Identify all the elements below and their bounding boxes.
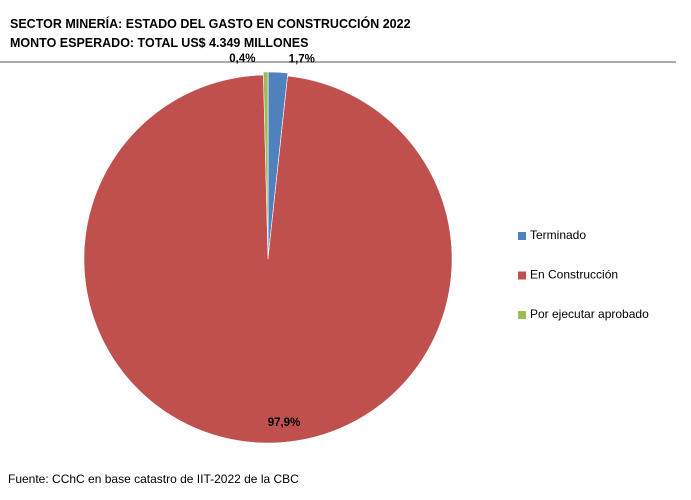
chart-title: SECTOR MINERÍA: ESTADO DEL GASTO EN CONS… [10,16,411,31]
legend-swatch [518,232,526,240]
legend-swatch [518,271,526,280]
legend-label: Terminado [530,228,586,242]
pie-slice [263,71,269,257]
legend-label: Por ejecutar aprobado [530,307,649,321]
legend-label: En Construcción [530,268,618,282]
chart-subtitle: MONTO ESPERADO: TOTAL US$ 4.349 MILLONES [10,36,308,50]
source-note: Fuente: CChC en base catastro de IIT-202… [8,472,299,486]
pie-slice [83,74,453,444]
data-label: 97,9% [268,417,301,429]
legend-swatch [518,311,526,319]
data-label: 1,7% [289,53,315,65]
data-label: 0,4% [229,53,255,65]
